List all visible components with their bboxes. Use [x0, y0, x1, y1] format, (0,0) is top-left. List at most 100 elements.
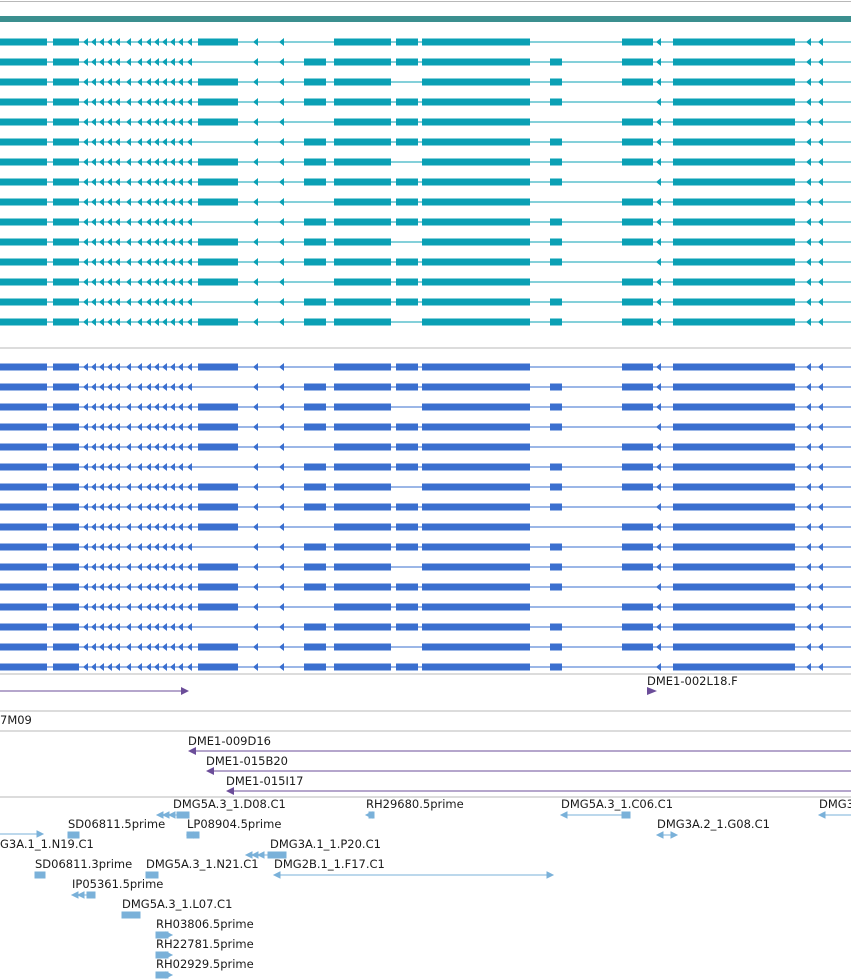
est-exon[interactable]	[121, 911, 141, 919]
exon	[304, 78, 326, 86]
est-label[interactable]: RH02929.5prime	[156, 957, 254, 971]
strand-arrow	[806, 403, 811, 411]
clone-label[interactable]: DME1-002L18.F	[647, 674, 738, 688]
strand-arrow	[162, 318, 167, 326]
transcript[interactable]	[0, 543, 851, 551]
exon	[622, 443, 653, 451]
strand-arrow	[818, 663, 823, 671]
est-label[interactable]: RH29680.5prime	[366, 797, 464, 811]
est-label[interactable]: LP08904.5prime	[187, 817, 281, 831]
transcript[interactable]	[0, 603, 851, 611]
transcript[interactable]	[0, 503, 851, 511]
transcript[interactable]	[0, 278, 851, 286]
transcript[interactable]	[0, 78, 851, 86]
est-exon[interactable]	[34, 871, 46, 879]
est-label[interactable]: DMG5A.3_1.C06.C1	[561, 797, 673, 811]
exon	[422, 178, 530, 186]
clone-label[interactable]: DME1-015B20	[206, 754, 288, 768]
exon	[622, 118, 653, 126]
transcript[interactable]	[0, 118, 851, 126]
strand-arrow	[162, 623, 167, 631]
strand-arrow	[115, 278, 120, 286]
strand-arrow	[99, 298, 104, 306]
transcript[interactable]	[0, 218, 851, 226]
est-label[interactable]: RH03806.5prime	[156, 917, 254, 931]
transcript[interactable]	[0, 463, 851, 471]
transcript[interactable]	[0, 198, 851, 206]
transcript[interactable]	[0, 363, 851, 371]
strand-arrow	[162, 218, 167, 226]
transcript[interactable]	[0, 423, 851, 431]
strand-arrow	[279, 663, 284, 671]
est-label[interactable]: SD06811.3prime	[35, 857, 132, 871]
transcript[interactable]	[0, 258, 851, 266]
transcript[interactable]	[0, 318, 851, 326]
strand-arrow	[279, 403, 284, 411]
transcript[interactable]	[0, 138, 851, 146]
est-exon[interactable]	[145, 871, 159, 879]
strand-arrow	[137, 118, 142, 126]
clone-label[interactable]: DME1-015I17	[226, 774, 304, 788]
strand-arrow	[187, 198, 192, 206]
strand-arrow	[187, 298, 192, 306]
exon	[53, 423, 79, 431]
strand-arrow	[137, 158, 142, 166]
clone-label[interactable]: DME1-009D16	[188, 734, 271, 748]
transcript[interactable]	[0, 643, 851, 651]
strand-arrow	[154, 483, 159, 491]
strand-arrow	[806, 643, 811, 651]
strand-arrow	[137, 523, 142, 531]
strand-arrow	[91, 583, 96, 591]
transcript[interactable]	[0, 483, 851, 491]
strand-arrow	[146, 118, 151, 126]
transcript[interactable]	[0, 443, 851, 451]
transcript[interactable]	[0, 383, 851, 391]
est-label[interactable]: DMG3A.2_1.G08.C1	[657, 817, 770, 831]
strand-arrow	[253, 603, 258, 611]
clone-label[interactable]: 7M09	[0, 713, 32, 727]
est-label[interactable]: DMG3A.1_1.P20.C1	[270, 837, 381, 851]
strand-arrow	[170, 483, 175, 491]
transcript[interactable]	[0, 563, 851, 571]
exon	[673, 38, 795, 46]
strand-arrow	[146, 523, 151, 531]
est-exon[interactable]	[67, 831, 80, 839]
est-arrow	[76, 891, 85, 899]
transcript[interactable]	[0, 238, 851, 246]
transcript[interactable]	[0, 158, 851, 166]
transcript[interactable]	[0, 403, 851, 411]
clone-arrow[interactable]	[647, 687, 657, 695]
transcript[interactable]	[0, 298, 851, 306]
exon	[673, 218, 795, 226]
transcript[interactable]	[0, 58, 851, 66]
strand-arrow	[115, 218, 120, 226]
strand-arrow	[806, 503, 811, 511]
strand-arrow	[107, 38, 112, 46]
est-label[interactable]: DMG5A.3_1.N21.C1	[146, 857, 259, 871]
transcript[interactable]	[0, 623, 851, 631]
transcript[interactable]	[0, 523, 851, 531]
exon	[550, 138, 562, 146]
est-label[interactable]: DMG5A.3_1.L07.C1	[122, 897, 232, 911]
est-label[interactable]: DMG2B.1_1.F17.C1	[274, 857, 385, 871]
transcript[interactable]	[0, 38, 851, 46]
exon	[0, 238, 47, 246]
est-label[interactable]: G3A.1_1.N19.C1	[0, 837, 94, 851]
strand-arrow	[91, 198, 96, 206]
exon	[550, 403, 562, 411]
transcript[interactable]	[0, 663, 851, 671]
est-label[interactable]: RH22781.5prime	[156, 937, 254, 951]
est-label[interactable]: SD06811.5prime	[68, 817, 165, 831]
exon	[334, 138, 391, 146]
exon	[334, 178, 391, 186]
est-label[interactable]: DMG3	[819, 797, 851, 811]
transcript[interactable]	[0, 98, 851, 106]
est-label[interactable]: DMG5A.3_1.D08.C1	[173, 797, 286, 811]
est-label[interactable]: IP05361.5prime	[72, 877, 163, 891]
strand-arrow	[656, 218, 661, 226]
strand-arrow	[170, 138, 175, 146]
transcript[interactable]	[0, 178, 851, 186]
transcript[interactable]	[0, 583, 851, 591]
strand-arrow	[253, 563, 258, 571]
strand-arrow	[162, 403, 167, 411]
